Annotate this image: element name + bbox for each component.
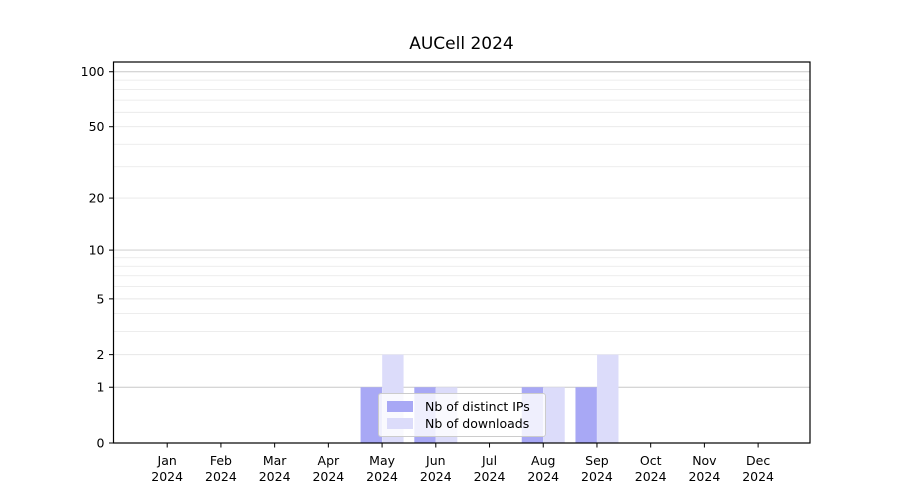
bar-downloads — [543, 387, 565, 443]
legend-label-downloads: Nb of downloads — [425, 416, 530, 431]
y-tick-label: 0 — [97, 436, 105, 451]
y-tick-label: 10 — [89, 243, 105, 258]
x-tick-label: Jan 2024 — [151, 453, 183, 484]
x-tick-label: Nov 2024 — [688, 453, 720, 484]
y-tick-label: 100 — [81, 64, 105, 79]
x-tick-label: Mar 2024 — [259, 453, 291, 484]
x-tick-label: Dec 2024 — [742, 453, 774, 484]
x-tick-label: Jun 2024 — [420, 453, 452, 484]
x-tick-label: May 2024 — [366, 453, 398, 484]
legend-swatch-downloads — [387, 418, 413, 429]
x-tick-label: Oct 2024 — [635, 453, 667, 484]
legend-item-distinct-ips: Nb of distinct IPs — [387, 398, 539, 415]
legend-item-downloads: Nb of downloads — [387, 415, 539, 432]
x-tick-label: Apr 2024 — [312, 453, 344, 484]
bar-distinct-ips — [360, 387, 382, 443]
bar-distinct-ips — [575, 387, 597, 443]
axis-frame — [112, 61, 811, 444]
y-tick-label: 50 — [89, 119, 105, 134]
x-tick-label: Feb 2024 — [205, 453, 237, 484]
y-tick-label: 20 — [89, 191, 105, 206]
legend-label-distinct-ips: Nb of distinct IPs — [425, 399, 530, 414]
bar-downloads — [597, 354, 619, 443]
legend-swatch-distinct-ips — [387, 401, 413, 412]
x-tick-label: Jul 2024 — [474, 453, 506, 484]
legend: Nb of distinct IPs Nb of downloads — [378, 393, 546, 437]
x-tick-label: Sep 2024 — [581, 453, 613, 484]
x-tick-label: Aug 2024 — [527, 453, 559, 484]
y-tick-label: 1 — [97, 380, 105, 395]
y-tick-label: 5 — [97, 291, 105, 306]
y-tick-label: 2 — [97, 347, 105, 362]
